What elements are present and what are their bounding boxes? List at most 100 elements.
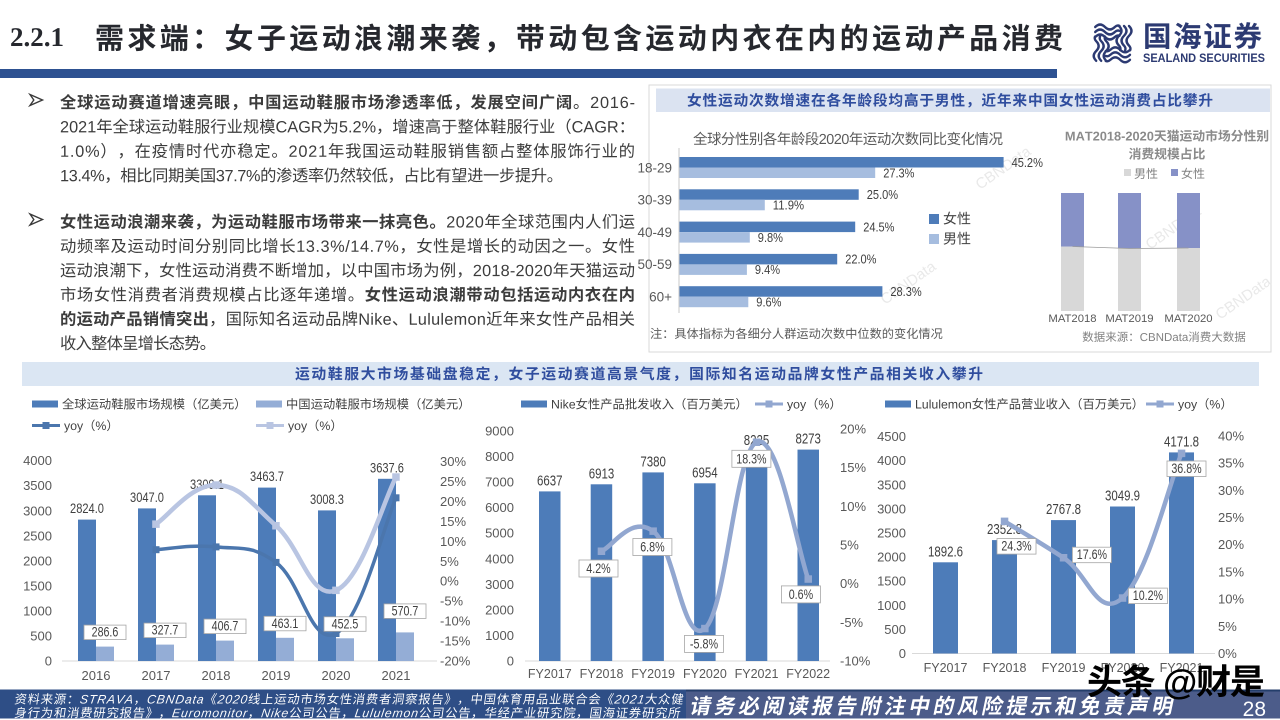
svg-text:FY2018: FY2018 [983, 661, 1027, 675]
svg-text:2000: 2000 [485, 602, 514, 617]
svg-text:10.2%: 10.2% [1133, 587, 1163, 603]
svg-text:1000: 1000 [23, 603, 52, 618]
svg-text:-20%: -20% [440, 654, 471, 669]
svg-text:-5%: -5% [840, 615, 864, 630]
svg-text:4.2%: 4.2% [586, 560, 610, 576]
svg-text:1000: 1000 [485, 628, 514, 643]
svg-text:35%: 35% [1218, 456, 1244, 471]
svg-text:4171.8: 4171.8 [1164, 434, 1199, 450]
svg-text:6000: 6000 [485, 500, 514, 515]
svg-text:327.7: 327.7 [152, 623, 179, 638]
svg-text:4000: 4000 [485, 551, 514, 566]
svg-text:2000: 2000 [23, 553, 52, 568]
svg-text:FY2019: FY2019 [631, 667, 675, 681]
svg-text:5%: 5% [840, 538, 859, 553]
svg-text:60+: 60+ [649, 290, 672, 305]
svg-text:FY2019: FY2019 [1042, 661, 1086, 675]
svg-text:FY2021: FY2021 [735, 667, 779, 681]
svg-text:0: 0 [507, 654, 514, 669]
svg-text:15%: 15% [440, 514, 466, 529]
svg-text:1000: 1000 [877, 598, 906, 613]
svg-text:10%: 10% [840, 499, 866, 514]
svg-text:20%: 20% [1218, 537, 1244, 552]
svg-text:FY2017: FY2017 [924, 661, 968, 675]
svg-text:1892.6: 1892.6 [928, 544, 963, 560]
svg-text:0: 0 [45, 654, 52, 669]
svg-text:0%: 0% [840, 576, 859, 591]
svg-text:3000: 3000 [485, 577, 514, 592]
svg-text:3500: 3500 [877, 477, 906, 492]
svg-text:2018: 2018 [202, 668, 231, 683]
svg-text:6954: 6954 [692, 465, 718, 481]
svg-text:36.8%: 36.8% [1171, 460, 1201, 476]
svg-text:570.7: 570.7 [392, 603, 419, 618]
svg-text:4500: 4500 [877, 429, 906, 444]
svg-text:286.6: 286.6 [92, 625, 119, 640]
svg-text:3047.0: 3047.0 [130, 489, 164, 505]
svg-text:3008.3: 3008.3 [310, 491, 344, 507]
svg-text:-10%: -10% [440, 614, 471, 629]
svg-text:0%: 0% [1218, 646, 1237, 661]
svg-text:2021: 2021 [382, 668, 411, 683]
svg-text:0: 0 [899, 646, 906, 661]
svg-text:17.6%: 17.6% [1077, 546, 1107, 562]
svg-text:18.3%: 18.3% [736, 450, 766, 466]
svg-text:2020: 2020 [322, 668, 351, 683]
svg-text:2824.0: 2824.0 [70, 500, 104, 516]
svg-text:28: 28 [1243, 698, 1266, 720]
svg-text:8000: 8000 [485, 449, 514, 464]
svg-text:0%: 0% [440, 574, 459, 589]
svg-text:6.8%: 6.8% [640, 539, 664, 555]
svg-text:MAT2020: MAT2020 [1164, 313, 1212, 325]
svg-text:3000: 3000 [877, 501, 906, 516]
svg-text:3049.9: 3049.9 [1105, 489, 1140, 505]
svg-text:500: 500 [30, 629, 52, 644]
svg-text:7380: 7380 [640, 454, 666, 470]
svg-text:452.5: 452.5 [332, 616, 359, 631]
svg-text:28.3%: 28.3% [890, 284, 922, 299]
svg-text:2500: 2500 [23, 528, 52, 543]
svg-text:25.0%: 25.0% [867, 187, 899, 202]
svg-text:20%: 20% [440, 494, 466, 509]
svg-text:9.8%: 9.8% [758, 230, 783, 245]
svg-text:18-29: 18-29 [637, 160, 672, 175]
svg-text:27.3%: 27.3% [883, 165, 915, 180]
svg-text:5%: 5% [1218, 619, 1237, 634]
svg-text:2019: 2019 [262, 668, 291, 683]
svg-text:5000: 5000 [485, 526, 514, 541]
svg-text:10%: 10% [1218, 592, 1244, 607]
svg-text:20%: 20% [840, 422, 866, 437]
svg-text:406.7: 406.7 [212, 619, 239, 634]
svg-text:FY2020: FY2020 [683, 667, 727, 681]
svg-text:40-49: 40-49 [637, 225, 672, 240]
svg-text:50-59: 50-59 [637, 257, 672, 272]
svg-text:-5%: -5% [440, 594, 464, 609]
svg-text:25%: 25% [440, 474, 466, 489]
svg-text:SEALAND SECURITIES: SEALAND SECURITIES [1143, 51, 1265, 65]
svg-text:500: 500 [884, 622, 906, 637]
svg-text:2500: 2500 [877, 526, 906, 541]
svg-text:2017: 2017 [142, 668, 171, 683]
svg-text:0.6%: 0.6% [789, 586, 813, 602]
svg-text:10%: 10% [440, 534, 466, 549]
svg-text:25%: 25% [1218, 510, 1244, 525]
svg-text:30%: 30% [1218, 483, 1244, 498]
svg-text:15%: 15% [1218, 564, 1244, 579]
svg-text:11.9%: 11.9% [773, 198, 805, 213]
svg-text:7000: 7000 [485, 475, 514, 490]
svg-text:9.6%: 9.6% [756, 295, 781, 310]
svg-text:MAT2018: MAT2018 [1048, 313, 1096, 325]
svg-text:3463.7: 3463.7 [250, 468, 284, 484]
svg-text:9.4%: 9.4% [755, 262, 780, 277]
svg-text:3637.6: 3637.6 [370, 459, 404, 475]
svg-text:1500: 1500 [23, 578, 52, 593]
svg-text:40%: 40% [1218, 428, 1244, 443]
svg-text:FY2021: FY2021 [1160, 661, 1204, 675]
svg-text:1500: 1500 [877, 574, 906, 589]
svg-text:3500: 3500 [23, 478, 52, 493]
svg-text:6637: 6637 [537, 473, 563, 489]
svg-text:-10%: -10% [840, 654, 871, 669]
svg-text:FY2018: FY2018 [580, 667, 624, 681]
svg-text:3000: 3000 [23, 503, 52, 518]
svg-text:45.2%: 45.2% [1012, 155, 1044, 170]
